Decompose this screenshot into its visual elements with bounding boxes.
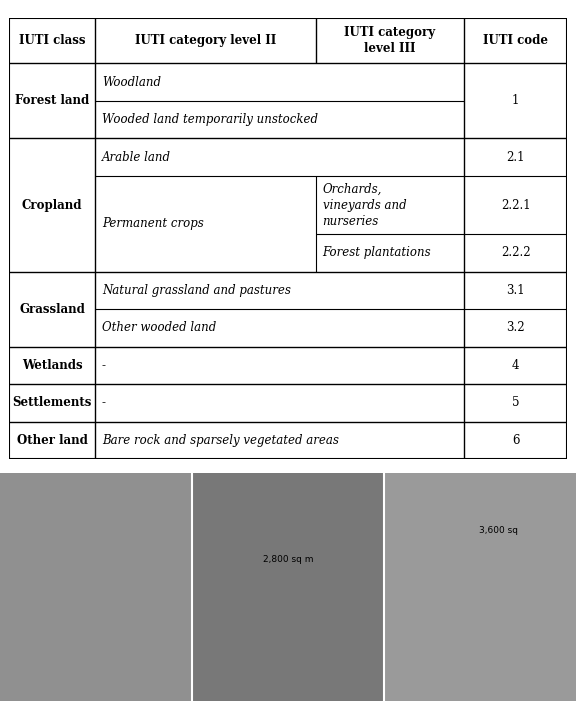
Text: Settlements: Settlements: [12, 396, 92, 409]
Text: 1: 1: [512, 95, 520, 107]
Text: 2,800 sq m: 2,800 sq m: [263, 555, 313, 564]
Text: Wooded land temporarily unstocked: Wooded land temporarily unstocked: [102, 113, 318, 126]
Text: -: -: [102, 359, 106, 372]
Text: IUTI code: IUTI code: [483, 34, 548, 47]
Text: Cropland: Cropland: [22, 198, 82, 212]
Text: 2.2.2: 2.2.2: [501, 247, 530, 259]
Text: 4: 4: [512, 359, 520, 372]
Text: -: -: [102, 396, 106, 409]
Text: 2.1: 2.1: [506, 151, 525, 163]
Text: IUTI class: IUTI class: [18, 34, 85, 47]
Text: Other wooded land: Other wooded land: [102, 322, 216, 334]
Text: Natural grassland and pastures: Natural grassland and pastures: [102, 284, 291, 297]
Text: Arable land: Arable land: [102, 151, 171, 163]
Text: 3,600 sq: 3,600 sq: [479, 526, 518, 535]
Text: Grassland: Grassland: [19, 303, 85, 315]
Text: 5: 5: [512, 396, 520, 409]
Text: 3.2: 3.2: [506, 322, 525, 334]
Text: Other land: Other land: [17, 434, 88, 447]
Bar: [192, 473, 384, 701]
Text: 6: 6: [512, 434, 520, 447]
Text: 2.2.1: 2.2.1: [501, 198, 530, 212]
Text: IUTI category level II: IUTI category level II: [135, 34, 276, 47]
Bar: [0, 473, 192, 701]
Text: Forest plantations: Forest plantations: [323, 247, 431, 259]
Text: Wetlands: Wetlands: [22, 359, 82, 372]
Text: IUTI category
level III: IUTI category level III: [344, 26, 435, 55]
Text: Orchards,
vineyards and
nurseries: Orchards, vineyards and nurseries: [323, 182, 406, 228]
Text: Bare rock and sparsely vegetated areas: Bare rock and sparsely vegetated areas: [102, 434, 339, 447]
Text: 3.1: 3.1: [506, 284, 525, 297]
Text: Woodland: Woodland: [102, 76, 161, 88]
Text: Forest land: Forest land: [15, 95, 89, 107]
Text: Permanent crops: Permanent crops: [102, 217, 204, 230]
Bar: [384, 473, 576, 701]
